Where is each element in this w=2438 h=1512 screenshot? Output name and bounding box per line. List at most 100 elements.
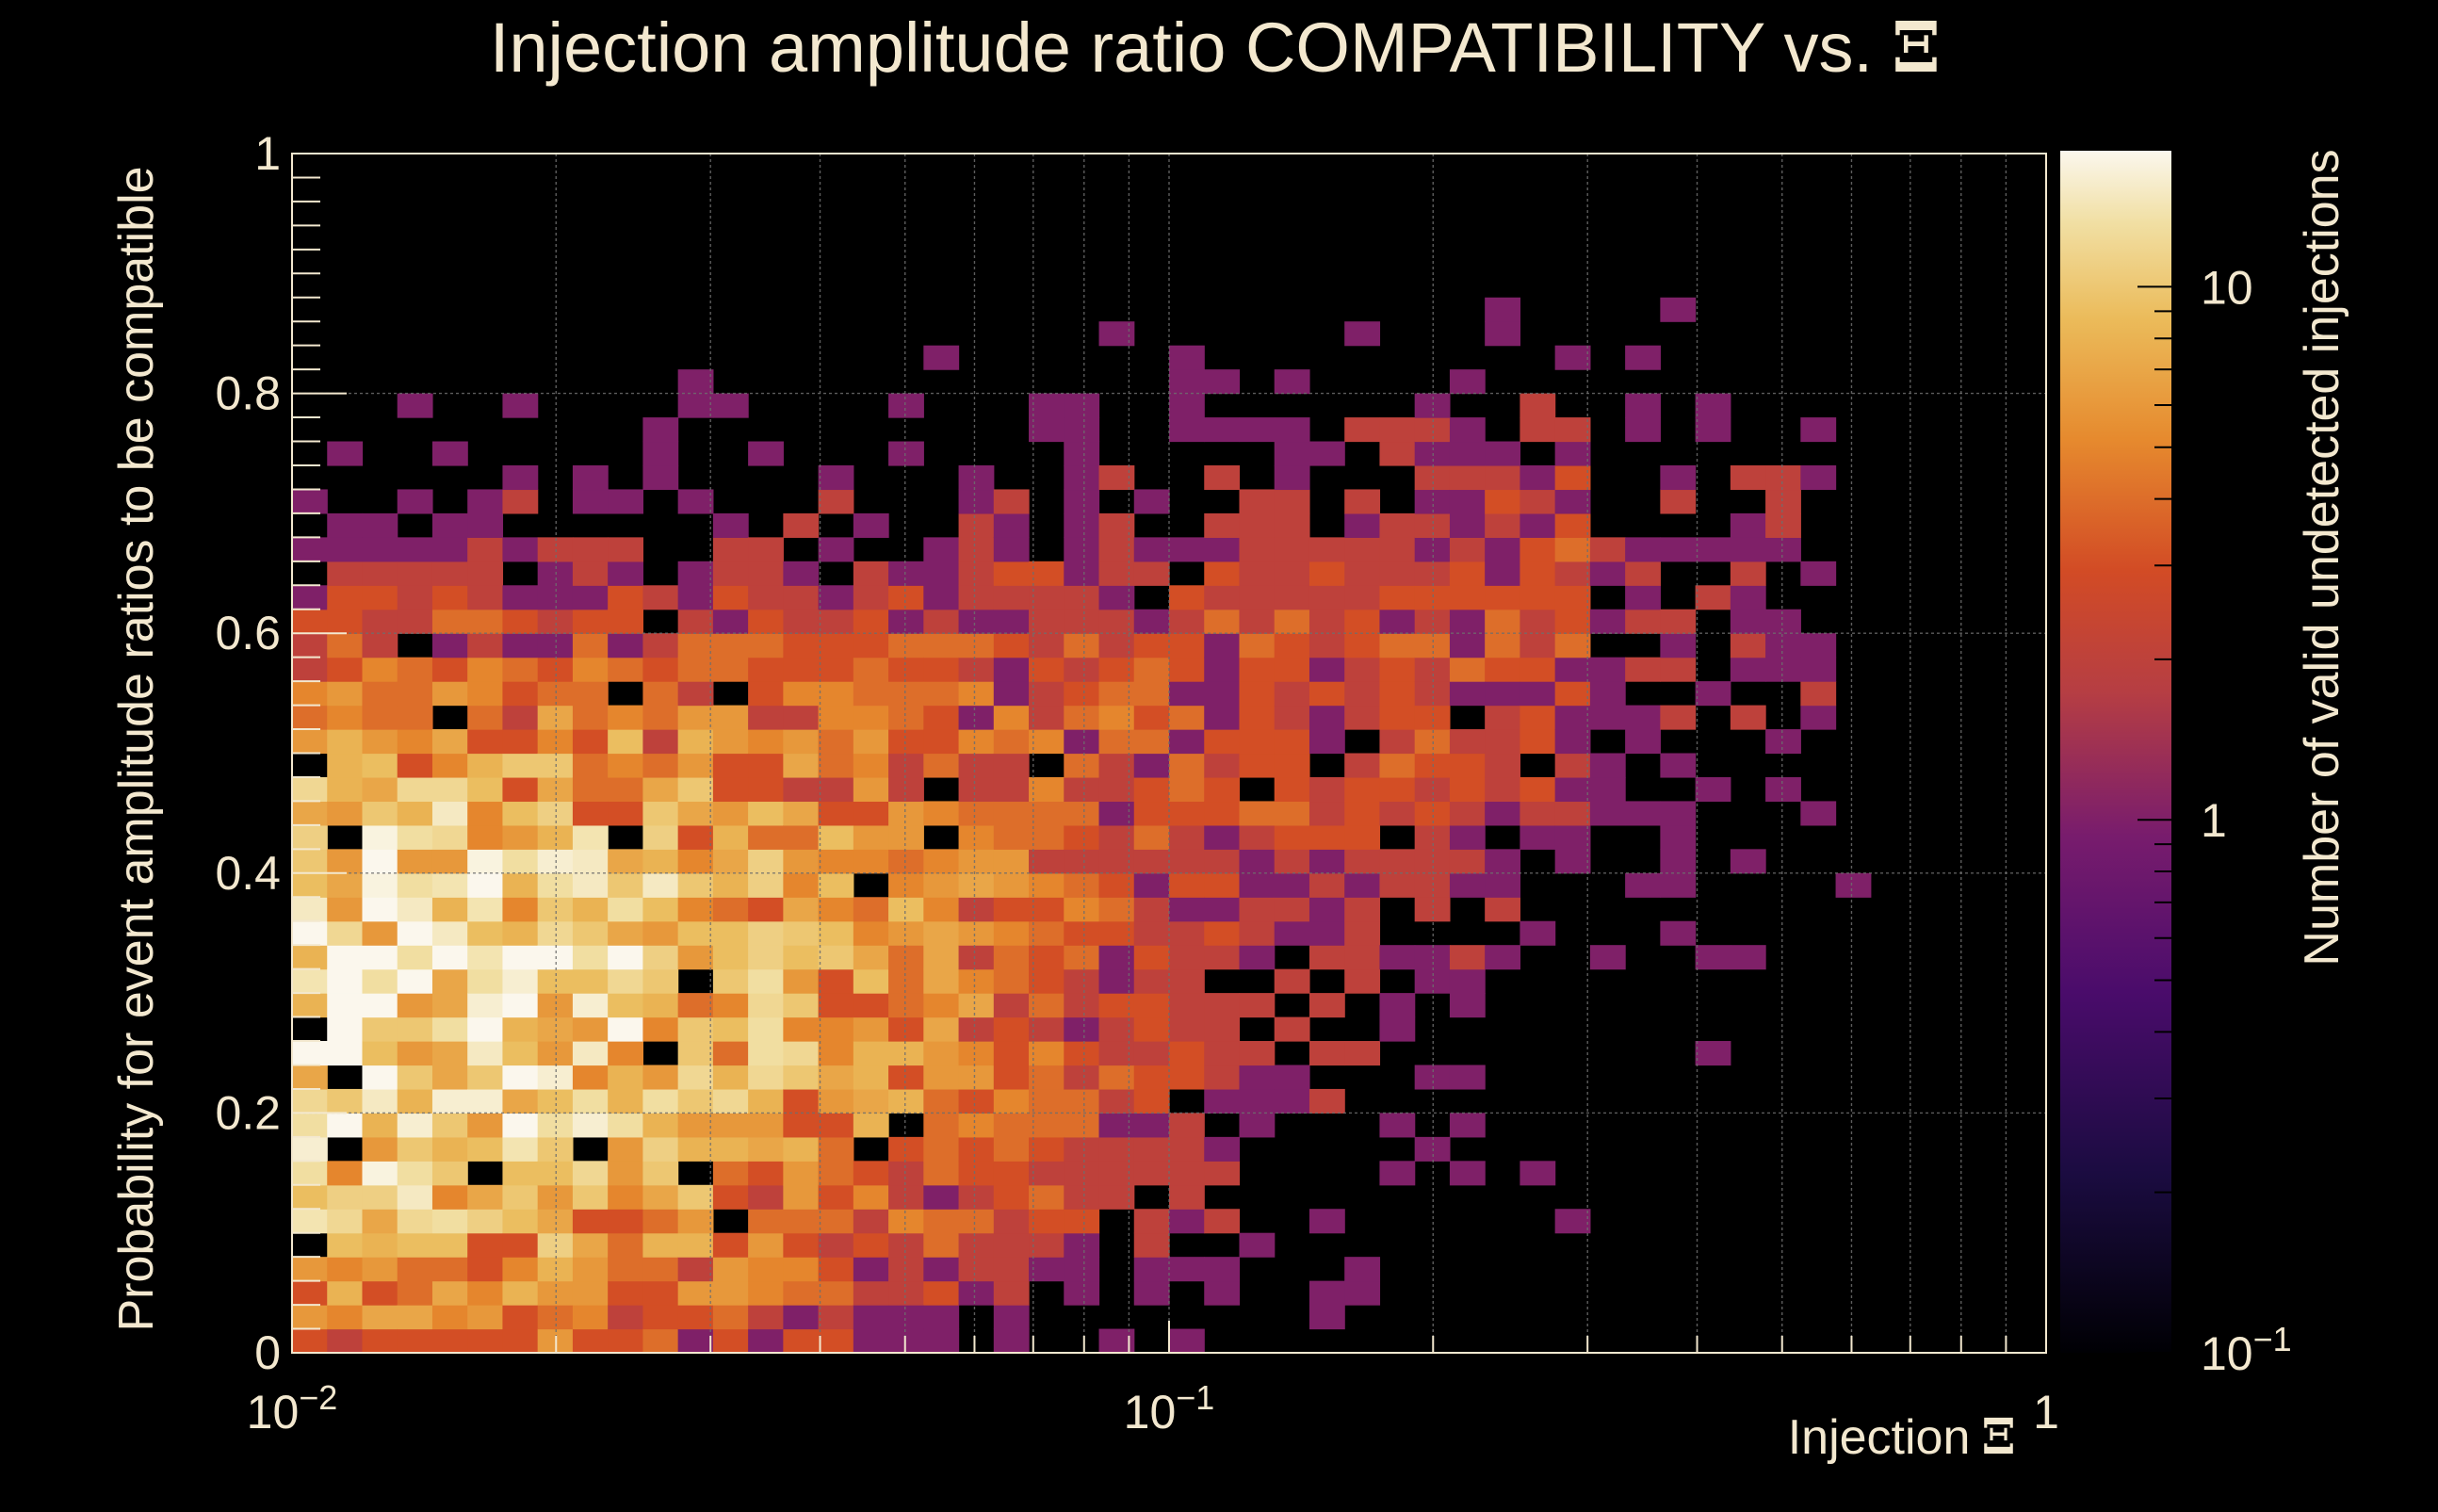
heatmap-cell: [923, 657, 960, 682]
heatmap-cell: [327, 1209, 364, 1234]
heatmap-cell: [1064, 464, 1100, 491]
heatmap-cell: [993, 1305, 1030, 1330]
heatmap-cell: [712, 537, 749, 562]
heatmap-cell: [1449, 585, 1486, 610]
heatmap-cell: [1344, 561, 1381, 586]
heatmap-cell: [608, 897, 643, 922]
heatmap-cell: [1449, 512, 1486, 538]
heatmap-cell: [712, 633, 749, 658]
heatmap-cell: [958, 657, 995, 682]
heatmap-cell: [1169, 897, 1205, 922]
heatmap-cell: [1133, 489, 1170, 514]
heatmap-cell: [1239, 824, 1276, 850]
heatmap-cell: [642, 417, 679, 443]
x-tick-label: 10−2: [247, 1378, 338, 1439]
heatmap-cell: [572, 1232, 609, 1258]
heatmap-cell: [1274, 512, 1310, 538]
heatmap-cell: [1554, 417, 1591, 443]
heatmap-cell: [748, 968, 784, 994]
heatmap-cell: [292, 705, 328, 730]
heatmap-cell: [1169, 945, 1205, 970]
heatmap-cell: [1485, 537, 1520, 562]
heatmap-cell: [467, 1113, 504, 1138]
heatmap-cell: [748, 1305, 784, 1330]
heatmap-cell: [1204, 1161, 1241, 1186]
heatmap-cell: [818, 945, 854, 970]
heatmap-cell: [1449, 464, 1486, 491]
heatmap-cell: [818, 1016, 854, 1042]
heatmap-cell: [292, 920, 328, 946]
heatmap-cell: [1344, 609, 1381, 634]
heatmap-cell: [888, 393, 924, 418]
heatmap-cell: [1308, 609, 1345, 634]
heatmap-cell: [1239, 1065, 1276, 1090]
heatmap-cell: [783, 1016, 820, 1042]
heatmap-cell: [888, 824, 924, 850]
heatmap-cell: [923, 897, 960, 922]
heatmap-cell: [362, 1016, 398, 1042]
heatmap-cell: [993, 1136, 1030, 1162]
heatmap-cell: [1169, 1065, 1205, 1090]
heatmap-cell: [502, 776, 539, 803]
heatmap-cell: [1554, 801, 1591, 826]
heatmap-cell: [1449, 1161, 1486, 1186]
heatmap-cell: [1204, 1016, 1241, 1042]
heatmap-cell: [677, 1113, 714, 1138]
heatmap-cell: [1274, 681, 1310, 707]
heatmap-cell: [572, 1161, 609, 1186]
heatmap-cell: [993, 512, 1030, 538]
heatmap-cell: [1133, 1161, 1170, 1186]
heatmap-cell: [327, 849, 364, 874]
heatmap-cell: [1485, 464, 1520, 491]
heatmap-cell: [853, 657, 889, 682]
heatmap-cell: [572, 1041, 609, 1066]
heatmap-cell: [1308, 657, 1345, 682]
heatmap-cell: [397, 681, 433, 707]
heatmap-cell: [1554, 705, 1591, 730]
heatmap-cell: [1589, 681, 1626, 707]
heatmap-cell: [1029, 705, 1065, 730]
heatmap-cell: [1133, 1232, 1170, 1258]
heatmap-cell: [642, 1209, 679, 1234]
heatmap-cell: [502, 849, 539, 874]
heatmap-cell: [642, 920, 679, 946]
heatmap-cell: [431, 1232, 468, 1258]
heatmap-cell: [853, 1328, 889, 1354]
heatmap-cell: [1204, 849, 1241, 874]
heatmap-cell: [292, 1113, 328, 1138]
heatmap-cell: [642, 681, 679, 707]
heatmap-cell: [327, 633, 364, 658]
heatmap-cell: [783, 609, 820, 634]
heatmap-cell: [677, 633, 714, 658]
heatmap-cell: [397, 872, 433, 898]
heatmap-cell: [1660, 464, 1697, 491]
heatmap-cell: [502, 945, 539, 970]
heatmap-cell: [748, 609, 784, 634]
heatmap-cell: [292, 1161, 328, 1186]
heatmap-cell: [748, 824, 784, 850]
heatmap-cell: [608, 1280, 643, 1306]
heatmap-cell: [923, 585, 960, 610]
heatmap-cell: [888, 920, 924, 946]
heatmap-cell: [1029, 824, 1065, 850]
heatmap-cell: [853, 897, 889, 922]
heatmap-cell: [1029, 681, 1065, 707]
heatmap-cell: [572, 537, 609, 562]
heatmap-cell: [748, 537, 784, 562]
heatmap-cell: [502, 681, 539, 707]
heatmap-cell: [397, 393, 433, 418]
heatmap-cell: [362, 1280, 398, 1306]
heatmap-cell: [923, 633, 960, 658]
heatmap-cell: [362, 729, 398, 755]
heatmap-cell: [1589, 657, 1626, 682]
heatmap-cell: [748, 753, 784, 778]
heatmap-cell: [888, 1305, 924, 1330]
heatmap-cell: [1800, 681, 1837, 707]
heatmap-cell: [888, 1065, 924, 1090]
heatmap-cell: [467, 776, 504, 803]
heatmap-cell: [958, 1065, 995, 1090]
heatmap-cell: [888, 1232, 924, 1258]
heatmap-cell: [1308, 801, 1345, 826]
heatmap-cell: [853, 1305, 889, 1330]
heatmap-cell: [993, 1113, 1030, 1138]
